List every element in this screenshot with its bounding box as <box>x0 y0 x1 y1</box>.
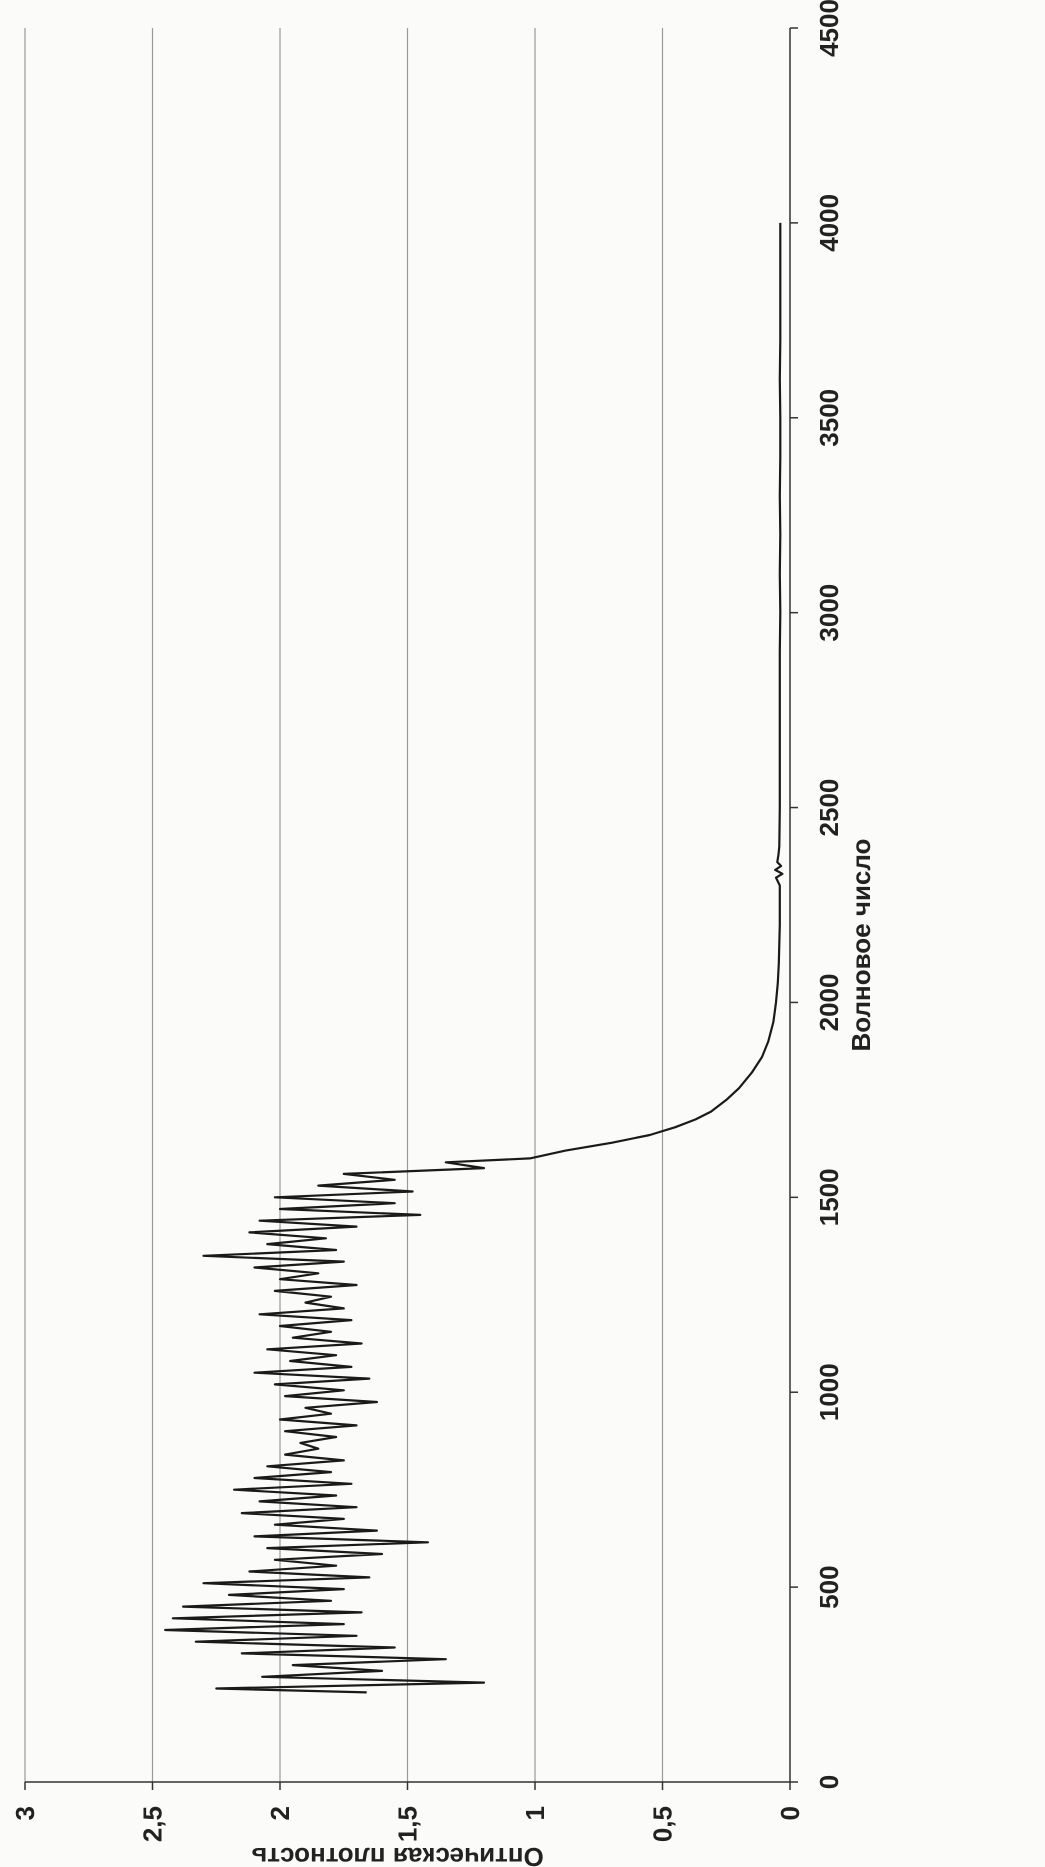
y-axis-title: Оптическая плотность <box>251 1842 543 1867</box>
x-tick-label: 3000 <box>814 584 844 642</box>
x-tick-label: 4000 <box>814 194 844 252</box>
y-tick-label: 0,5 <box>648 1806 678 1842</box>
axis-layer <box>24 27 798 1790</box>
series-line-0 <box>164 222 784 1694</box>
x-tick-label: 1000 <box>814 1363 844 1421</box>
x-tick-label: 0 <box>814 1775 844 1789</box>
x-tick-label: 4500 <box>814 0 844 57</box>
y-tick-label: 0 <box>775 1806 805 1820</box>
y-tick-label: 2 <box>265 1806 295 1820</box>
y-tick-label: 1 <box>520 1806 550 1820</box>
y-tick-label: 1,5 <box>393 1806 423 1842</box>
x-tick-label: 2500 <box>814 779 844 837</box>
x-tick-label: 2000 <box>814 974 844 1032</box>
y-tick-label: 2,5 <box>138 1806 168 1842</box>
series-layer <box>164 222 784 1694</box>
x-tick-label: 3500 <box>814 389 844 447</box>
y-tick-label: 3 <box>10 1806 40 1820</box>
grid-layer <box>24 28 664 1782</box>
x-tick-label: 1500 <box>814 1168 844 1226</box>
x-axis-title: Волновое число <box>846 839 876 1052</box>
x-tick-label: 500 <box>814 1565 844 1608</box>
label-layer: Волновое число Оптическая плотность 0 0,5… <box>10 0 876 1867</box>
